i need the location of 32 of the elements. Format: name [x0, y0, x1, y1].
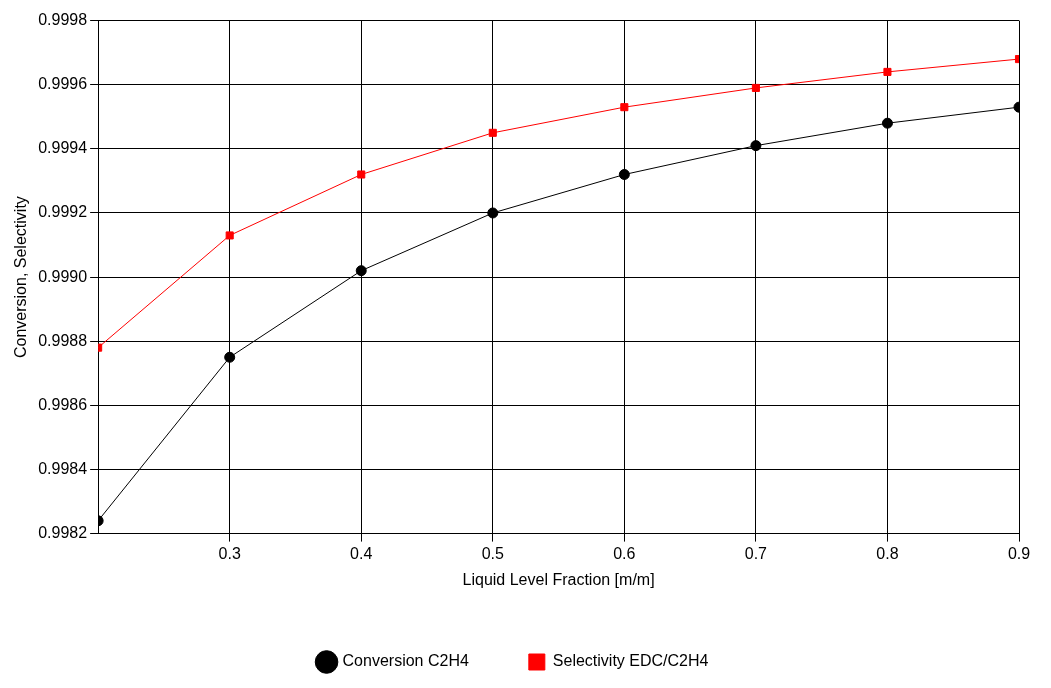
x-tick-label: 0.5 [481, 544, 505, 562]
x-tick-label: 0.7 [744, 544, 768, 562]
x-axis-title: Liquid Level Fraction [m/m] [462, 570, 655, 588]
point [355, 265, 367, 277]
y-tick-label: 0.9986 [38, 395, 88, 413]
y-tick-label: 0.9982 [38, 524, 88, 542]
x-tick-label: 0.6 [613, 544, 636, 562]
point [620, 103, 629, 112]
legend-label: Selectivity EDC/C2H4 [552, 652, 709, 670]
point [224, 351, 236, 363]
point [487, 207, 499, 219]
point [883, 67, 892, 76]
x-tick-label: 0.4 [350, 544, 373, 562]
y-tick-label: 0.9992 [38, 203, 88, 221]
point [750, 140, 762, 152]
y-tick-label: 0.9998 [38, 11, 88, 29]
x-tick-label: 0.9 [1007, 544, 1031, 562]
y-tick-label: 0.9996 [38, 75, 88, 93]
point [225, 231, 234, 240]
point [881, 117, 893, 129]
x-tick-label: 0.8 [876, 544, 899, 562]
point [488, 128, 497, 137]
point [751, 83, 760, 92]
legend-label: Conversion C2H4 [342, 652, 469, 670]
y-tick-label: 0.9984 [38, 459, 88, 477]
x-tick-label: 0.3 [218, 544, 241, 562]
y-tick-label: 0.9990 [38, 267, 88, 285]
y-tick-label: 0.9994 [38, 139, 88, 157]
point [618, 169, 630, 180]
y-tick-label: 0.9988 [38, 331, 88, 349]
y-axis-title: Conversion, Selectivity [12, 196, 30, 359]
point [357, 170, 366, 179]
